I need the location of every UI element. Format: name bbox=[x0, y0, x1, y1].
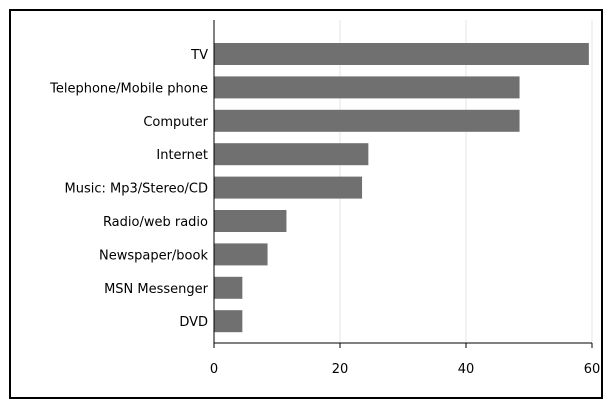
category-label: DVD bbox=[179, 315, 208, 330]
bar bbox=[214, 276, 243, 299]
bar bbox=[214, 109, 520, 132]
chart-frame bbox=[9, 9, 603, 399]
bar bbox=[214, 243, 268, 266]
grid-lines bbox=[339, 20, 593, 343]
category-label: Internet bbox=[156, 148, 208, 163]
bar bbox=[214, 43, 589, 65]
x-tick-labels: 0 20 40 60 bbox=[210, 343, 600, 377]
bar bbox=[214, 176, 363, 199]
x-tick-label: 20 bbox=[332, 362, 349, 377]
bar bbox=[214, 76, 520, 99]
x-tick-label: 0 bbox=[210, 362, 218, 377]
bars bbox=[214, 43, 589, 333]
category-label: TV bbox=[190, 48, 208, 63]
bar bbox=[214, 310, 243, 333]
bar bbox=[214, 143, 369, 166]
category-label: Music: Mp3/Stereo/CD bbox=[65, 182, 208, 197]
x-tick-label: 60 bbox=[584, 362, 601, 377]
bar bbox=[214, 210, 287, 232]
category-label: Newspaper/book bbox=[99, 248, 208, 263]
category-labels: TV Telephone/Mobile phone Computer Internet… bbox=[49, 48, 209, 330]
category-label: Telephone/Mobile phone bbox=[49, 81, 208, 96]
category-label: Computer bbox=[143, 115, 208, 130]
x-tick-label: 40 bbox=[458, 362, 475, 377]
axes bbox=[213, 20, 592, 344]
category-label: Radio/web radio bbox=[103, 215, 208, 230]
category-label: MSN Messenger bbox=[104, 282, 209, 297]
